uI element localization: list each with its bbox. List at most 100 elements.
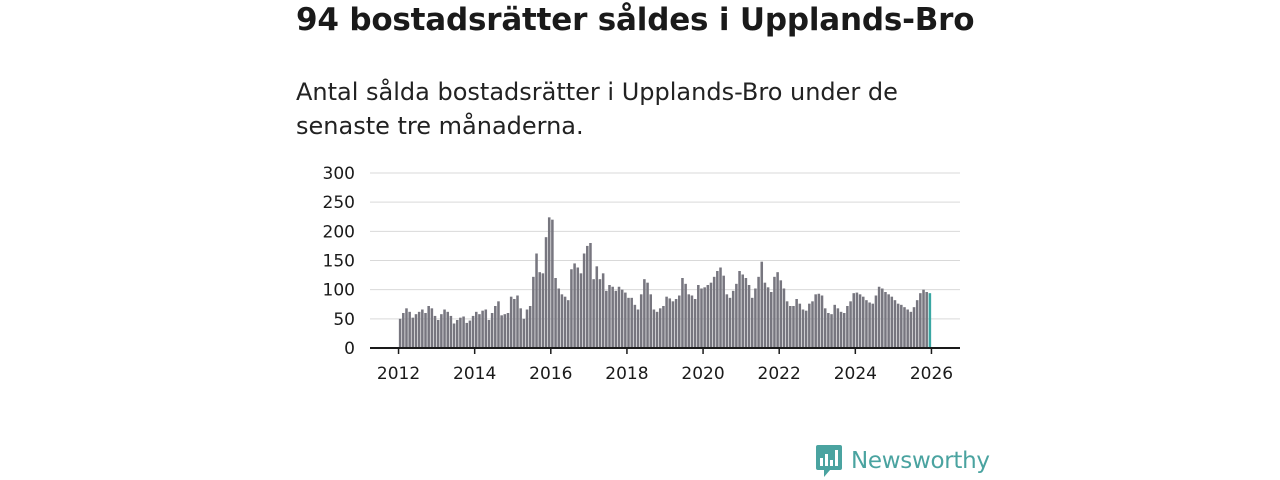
bar	[639, 294, 643, 348]
bar	[452, 323, 456, 348]
bar	[398, 318, 402, 348]
bar	[535, 253, 538, 348]
bar	[636, 309, 640, 348]
bar	[465, 322, 469, 348]
bar	[516, 295, 519, 348]
bar	[566, 300, 570, 348]
bar	[459, 317, 462, 348]
bar	[827, 313, 830, 348]
bar	[893, 300, 897, 348]
bar	[779, 280, 783, 348]
bar	[725, 294, 729, 348]
x-tick-label: 2022	[758, 364, 801, 384]
bar	[405, 308, 408, 348]
bar	[617, 286, 621, 348]
bar	[823, 308, 827, 348]
bar	[655, 311, 659, 348]
bar	[700, 288, 703, 348]
bar	[842, 313, 846, 348]
bar	[570, 269, 573, 348]
bar	[662, 306, 665, 348]
bar	[738, 271, 741, 348]
x-tick-label: 2018	[605, 364, 648, 384]
bar	[643, 279, 646, 348]
bar	[436, 320, 440, 348]
bar	[557, 288, 561, 348]
bar	[722, 275, 725, 348]
bar	[421, 309, 424, 348]
y-tick-label: 250	[323, 193, 355, 213]
bar	[547, 217, 551, 348]
bar	[500, 315, 503, 348]
bar	[598, 279, 602, 348]
bar	[884, 292, 887, 348]
bar	[706, 285, 710, 348]
bar	[896, 303, 900, 348]
x-tick-label: 2016	[529, 364, 572, 384]
bar	[744, 278, 748, 348]
newsworthy-logo[interactable]: Newsworthy	[815, 444, 990, 478]
bar	[563, 296, 567, 348]
bar	[909, 311, 913, 348]
bar	[471, 315, 475, 348]
bar	[747, 285, 751, 348]
x-tick-label: 2012	[377, 364, 420, 384]
bar	[674, 299, 678, 348]
bar	[478, 314, 481, 348]
bar	[424, 313, 427, 348]
bar	[503, 314, 507, 348]
newsworthy-logo-icon	[816, 445, 842, 477]
bar	[573, 263, 576, 348]
page-title: 94 bostadsrätter såldes i Upplands-Bro	[296, 2, 975, 38]
bar	[589, 243, 592, 348]
bar	[525, 309, 529, 348]
bar	[630, 297, 633, 348]
bar	[506, 313, 510, 348]
bar	[430, 308, 434, 348]
bar	[782, 288, 786, 348]
bar	[750, 297, 754, 348]
bar	[440, 314, 443, 348]
bar	[611, 286, 614, 348]
bar	[712, 276, 716, 348]
bar	[760, 261, 764, 348]
bar	[811, 301, 814, 348]
bar	[614, 290, 618, 348]
bar	[817, 293, 821, 348]
bar	[861, 296, 865, 348]
bar	[601, 273, 605, 348]
bar	[605, 290, 608, 348]
y-tick-label: 150	[323, 252, 355, 272]
bar	[836, 308, 840, 348]
bar	[890, 296, 894, 348]
bar	[684, 283, 687, 348]
bar	[449, 315, 453, 348]
bar	[582, 253, 586, 348]
bar	[852, 293, 856, 348]
bar	[877, 286, 881, 348]
bar	[690, 295, 694, 348]
bar	[592, 279, 595, 348]
bar	[906, 309, 909, 348]
bar	[728, 297, 732, 348]
bar	[433, 315, 437, 348]
bar	[671, 301, 675, 348]
bars	[398, 217, 932, 348]
bar	[402, 313, 405, 348]
bar	[484, 309, 488, 348]
bar	[681, 278, 684, 348]
bar	[903, 307, 906, 348]
bar	[522, 318, 526, 348]
bar	[855, 292, 859, 348]
bar	[620, 289, 624, 348]
bar	[731, 290, 735, 348]
bar	[627, 297, 630, 348]
bar	[716, 271, 719, 348]
bar	[801, 309, 805, 348]
bar	[494, 306, 497, 348]
bar	[868, 302, 871, 348]
bar	[697, 285, 700, 348]
bar	[490, 313, 494, 348]
bar	[814, 294, 817, 348]
